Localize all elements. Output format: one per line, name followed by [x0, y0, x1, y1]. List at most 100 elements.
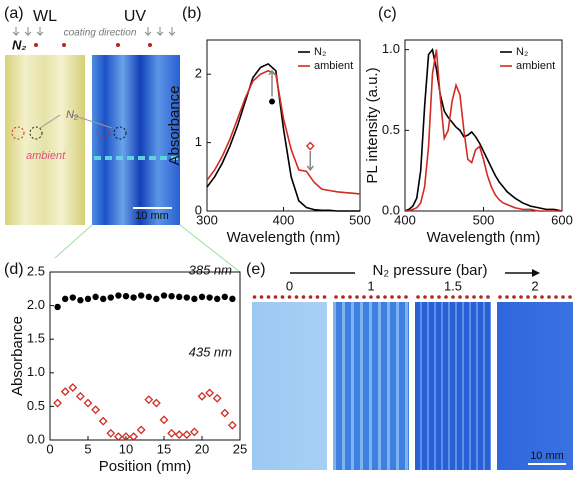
circle [96, 126, 110, 140]
dot [383, 295, 387, 299]
dot [465, 295, 469, 299]
dot [390, 295, 394, 299]
point [189, 427, 199, 437]
dot [308, 295, 313, 299]
point [122, 292, 130, 300]
circle [11, 126, 25, 140]
x-axis-label: Position (mm) [99, 458, 192, 475]
point [60, 387, 70, 397]
point [214, 295, 221, 303]
y-tick-label: 2.0 [27, 297, 45, 312]
dot [437, 295, 441, 299]
panel-e: (e) N₂ pressure (bar) 10 mm 0 1 1.5 2 [246, 261, 573, 470]
dot [334, 295, 338, 299]
wl-photo [5, 55, 85, 225]
point [205, 388, 215, 398]
line [405, 49, 562, 212]
x-tick-label: 5 [84, 441, 91, 456]
legend-label: ambient [516, 60, 555, 72]
point [54, 303, 61, 311]
uv-label: UV [124, 8, 147, 25]
point [83, 398, 93, 408]
x-tick-label: 25 [233, 441, 247, 456]
dot [568, 295, 572, 299]
panel-label: (e) [246, 261, 266, 278]
y-tick-label: 1 [195, 134, 202, 149]
point [212, 393, 222, 403]
point [221, 293, 228, 301]
dot [341, 295, 345, 299]
dot [301, 295, 306, 299]
line [404, 47, 563, 212]
line [206, 69, 361, 195]
axis-label: N₂ pressure (bar) [372, 262, 487, 279]
coating-direction: coating direction [64, 28, 137, 39]
n2-label: N₂ [12, 37, 26, 52]
point [144, 395, 154, 405]
scale-label: 10 mm [135, 210, 169, 222]
y-tick-label: 0 [195, 202, 202, 217]
dot [451, 295, 455, 299]
x-tick-label: 20 [195, 441, 209, 456]
dot [416, 295, 420, 299]
dot [259, 295, 264, 299]
dot [533, 295, 537, 299]
dot [376, 295, 380, 299]
zoom-lines [54, 224, 241, 273]
point [227, 420, 237, 430]
point [136, 425, 146, 435]
pressure-label: 2 [531, 278, 538, 293]
y-tick-label: 1.0 [27, 364, 45, 379]
dot [472, 295, 476, 299]
point [100, 295, 107, 303]
dot [273, 295, 278, 299]
point [91, 405, 101, 415]
panel-label: (b) [182, 5, 202, 22]
circle [113, 126, 127, 140]
x-tick-label: 600 [551, 212, 573, 227]
uv-photo [92, 55, 180, 225]
point [138, 292, 145, 299]
point [68, 383, 78, 393]
point [176, 293, 183, 301]
dot [287, 295, 292, 299]
x-tick-label: 400 [273, 212, 295, 227]
ambient-label: ambient [26, 150, 66, 162]
dot [505, 295, 509, 299]
x-tick-label: 10 [119, 441, 133, 456]
dot [266, 295, 271, 299]
point [115, 292, 122, 299]
point [167, 428, 177, 438]
scale-label: 10 mm [530, 450, 564, 462]
y-tick-label: 0.0 [27, 431, 45, 446]
photo [252, 302, 327, 470]
point [151, 398, 161, 408]
dot [369, 295, 373, 299]
y-axis-label: Absorbance [9, 316, 26, 396]
y-tick-label: 1.5 [27, 331, 45, 346]
x-tick-label: 300 [196, 212, 218, 227]
point [183, 294, 190, 301]
dot [315, 295, 320, 299]
legend-label: N₂ [516, 46, 528, 58]
dot [280, 295, 285, 299]
point [220, 408, 230, 418]
circle [29, 126, 43, 140]
y-tick-label: 0.5 [382, 122, 400, 137]
point [75, 391, 85, 401]
point [159, 415, 169, 425]
annotation-diamond [305, 141, 315, 151]
panel-label: (c) [378, 5, 397, 22]
series-label: 435 nm [189, 345, 233, 360]
photo [333, 302, 409, 470]
point [174, 430, 184, 440]
dot [519, 295, 523, 299]
dot [348, 295, 352, 299]
point [197, 391, 207, 401]
point [106, 428, 116, 438]
dot [561, 295, 565, 299]
x-axis-label: Wavelength (nm) [227, 229, 341, 246]
annotation-dot [269, 98, 276, 105]
photo [497, 302, 573, 470]
